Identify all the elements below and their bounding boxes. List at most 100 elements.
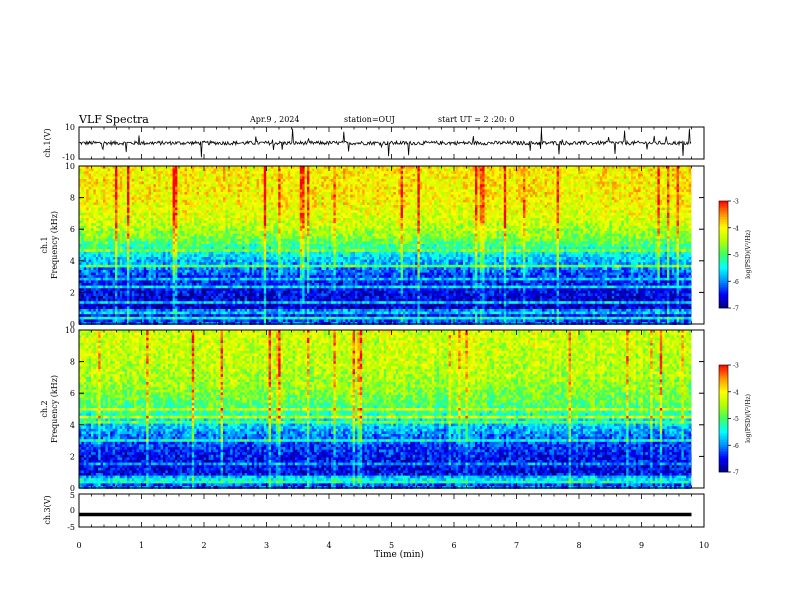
spectrogram-cell bbox=[247, 314, 250, 317]
spectrogram-cell bbox=[204, 278, 207, 281]
spectrogram-cell bbox=[96, 223, 99, 226]
spectrogram-cell bbox=[252, 247, 255, 250]
spectrogram-cell bbox=[211, 252, 214, 255]
spectrogram-cell bbox=[189, 169, 192, 172]
spectrogram-cell bbox=[264, 218, 267, 221]
spectrogram-cell bbox=[134, 299, 137, 302]
spectrogram-cell bbox=[91, 236, 94, 239]
spectrogram-cell bbox=[197, 213, 200, 216]
spectrogram-cell bbox=[206, 260, 209, 263]
spectrogram-cell bbox=[180, 275, 183, 278]
spectrogram-cell bbox=[218, 275, 221, 278]
spectrogram-cell bbox=[209, 286, 212, 289]
spectrogram-cell bbox=[108, 317, 111, 320]
spectrogram-cell bbox=[247, 179, 250, 182]
spectrogram-cell bbox=[269, 306, 272, 309]
spectrogram-cell bbox=[259, 293, 262, 296]
spectrogram-cell bbox=[264, 210, 267, 213]
spectrogram-cell bbox=[237, 200, 240, 203]
spectrogram-cell bbox=[127, 228, 130, 231]
spectrogram-cell bbox=[233, 192, 236, 195]
spectrogram-cell bbox=[192, 218, 195, 221]
spectrogram-cell bbox=[149, 283, 152, 286]
spectrogram-cell bbox=[223, 309, 226, 312]
spectrogram-cell bbox=[261, 215, 264, 218]
spectrogram-cell bbox=[89, 215, 92, 218]
spectrogram-cell bbox=[240, 239, 243, 242]
spectrogram-cell bbox=[187, 304, 190, 307]
spectrogram-cell bbox=[182, 265, 185, 268]
spectrogram-cell bbox=[228, 179, 231, 182]
spectrogram-cell bbox=[84, 171, 87, 174]
spectrogram-cell bbox=[189, 254, 192, 257]
spectrogram-cell bbox=[235, 228, 238, 231]
spectrogram-cell bbox=[177, 304, 180, 307]
spectrogram-cell bbox=[175, 228, 178, 231]
spectrogram-cell bbox=[101, 215, 104, 218]
spectrogram-cell bbox=[110, 218, 113, 221]
spectrogram-cell bbox=[156, 286, 159, 289]
spectrogram-cell bbox=[158, 200, 161, 203]
spectrogram-cell bbox=[86, 267, 89, 270]
spectrogram-cell bbox=[108, 205, 111, 208]
spectrogram-cell bbox=[221, 309, 224, 312]
spectrogram-cell bbox=[84, 169, 87, 172]
spectrogram-cell bbox=[259, 184, 262, 187]
spectrogram-cell bbox=[98, 205, 101, 208]
spectrogram-cell bbox=[175, 301, 178, 304]
spectrogram-cell bbox=[127, 192, 130, 195]
spectrogram-cell bbox=[165, 293, 168, 296]
spectrogram-cell bbox=[96, 249, 99, 252]
spectrogram-cell bbox=[261, 195, 264, 198]
spectrogram-cell bbox=[86, 210, 89, 213]
spectrogram-cell bbox=[168, 249, 171, 252]
spectrogram-cell bbox=[261, 192, 264, 195]
spectrogram-cell bbox=[110, 252, 113, 255]
spectrogram-cell bbox=[93, 176, 96, 179]
spectrogram-cell bbox=[146, 171, 149, 174]
spectrogram-cell bbox=[245, 286, 248, 289]
spectrogram-cell bbox=[259, 254, 262, 257]
spectrogram-cell bbox=[192, 202, 195, 205]
spectrogram-cell bbox=[96, 293, 99, 296]
spectrogram-cell bbox=[149, 286, 152, 289]
spectrogram-cell bbox=[269, 236, 272, 239]
spectrogram-cell bbox=[240, 252, 243, 255]
spectrogram-cell bbox=[228, 262, 231, 265]
spectrogram-cell bbox=[216, 228, 219, 231]
spectrogram-cell bbox=[187, 200, 190, 203]
spectrogram-cell bbox=[139, 210, 142, 213]
spectrogram-cell bbox=[165, 273, 168, 276]
spectrogram-cell bbox=[240, 291, 243, 294]
spectrogram-cell bbox=[209, 228, 212, 231]
spectrogram-cell bbox=[180, 231, 183, 234]
spectrogram-cell bbox=[122, 288, 125, 291]
spectrogram-cell bbox=[168, 296, 171, 299]
spectrogram-cell bbox=[264, 262, 267, 265]
spectrogram-cell bbox=[117, 260, 120, 263]
spectrogram-cell bbox=[237, 265, 240, 268]
spectrogram-cell bbox=[245, 306, 248, 309]
spectrogram-cell bbox=[197, 197, 200, 200]
spectrogram-cell bbox=[84, 202, 87, 205]
spectrogram-cell bbox=[84, 288, 87, 291]
spectrogram-cell bbox=[240, 283, 243, 286]
spectrogram-cell bbox=[213, 169, 216, 172]
spectrogram-cell bbox=[204, 283, 207, 286]
spectrogram-cell bbox=[197, 215, 200, 218]
spectrogram-cell bbox=[117, 174, 120, 177]
spectrogram-cell bbox=[261, 273, 264, 276]
spectrogram-cell bbox=[129, 304, 132, 307]
spectrogram-cell bbox=[194, 257, 197, 260]
spectrogram-cell bbox=[201, 226, 204, 229]
spectrogram-cell bbox=[240, 280, 243, 283]
spectrogram-cell bbox=[115, 244, 118, 247]
spectrogram-cell bbox=[218, 197, 221, 200]
spectrogram-cell bbox=[108, 265, 111, 268]
spectrogram-cell bbox=[245, 169, 248, 172]
spectrogram-cell bbox=[230, 176, 233, 179]
spectrogram-cell bbox=[221, 273, 224, 276]
spectrogram-cell bbox=[153, 236, 156, 239]
spectrogram-cell bbox=[170, 247, 173, 250]
spectrogram-cell bbox=[115, 312, 118, 315]
